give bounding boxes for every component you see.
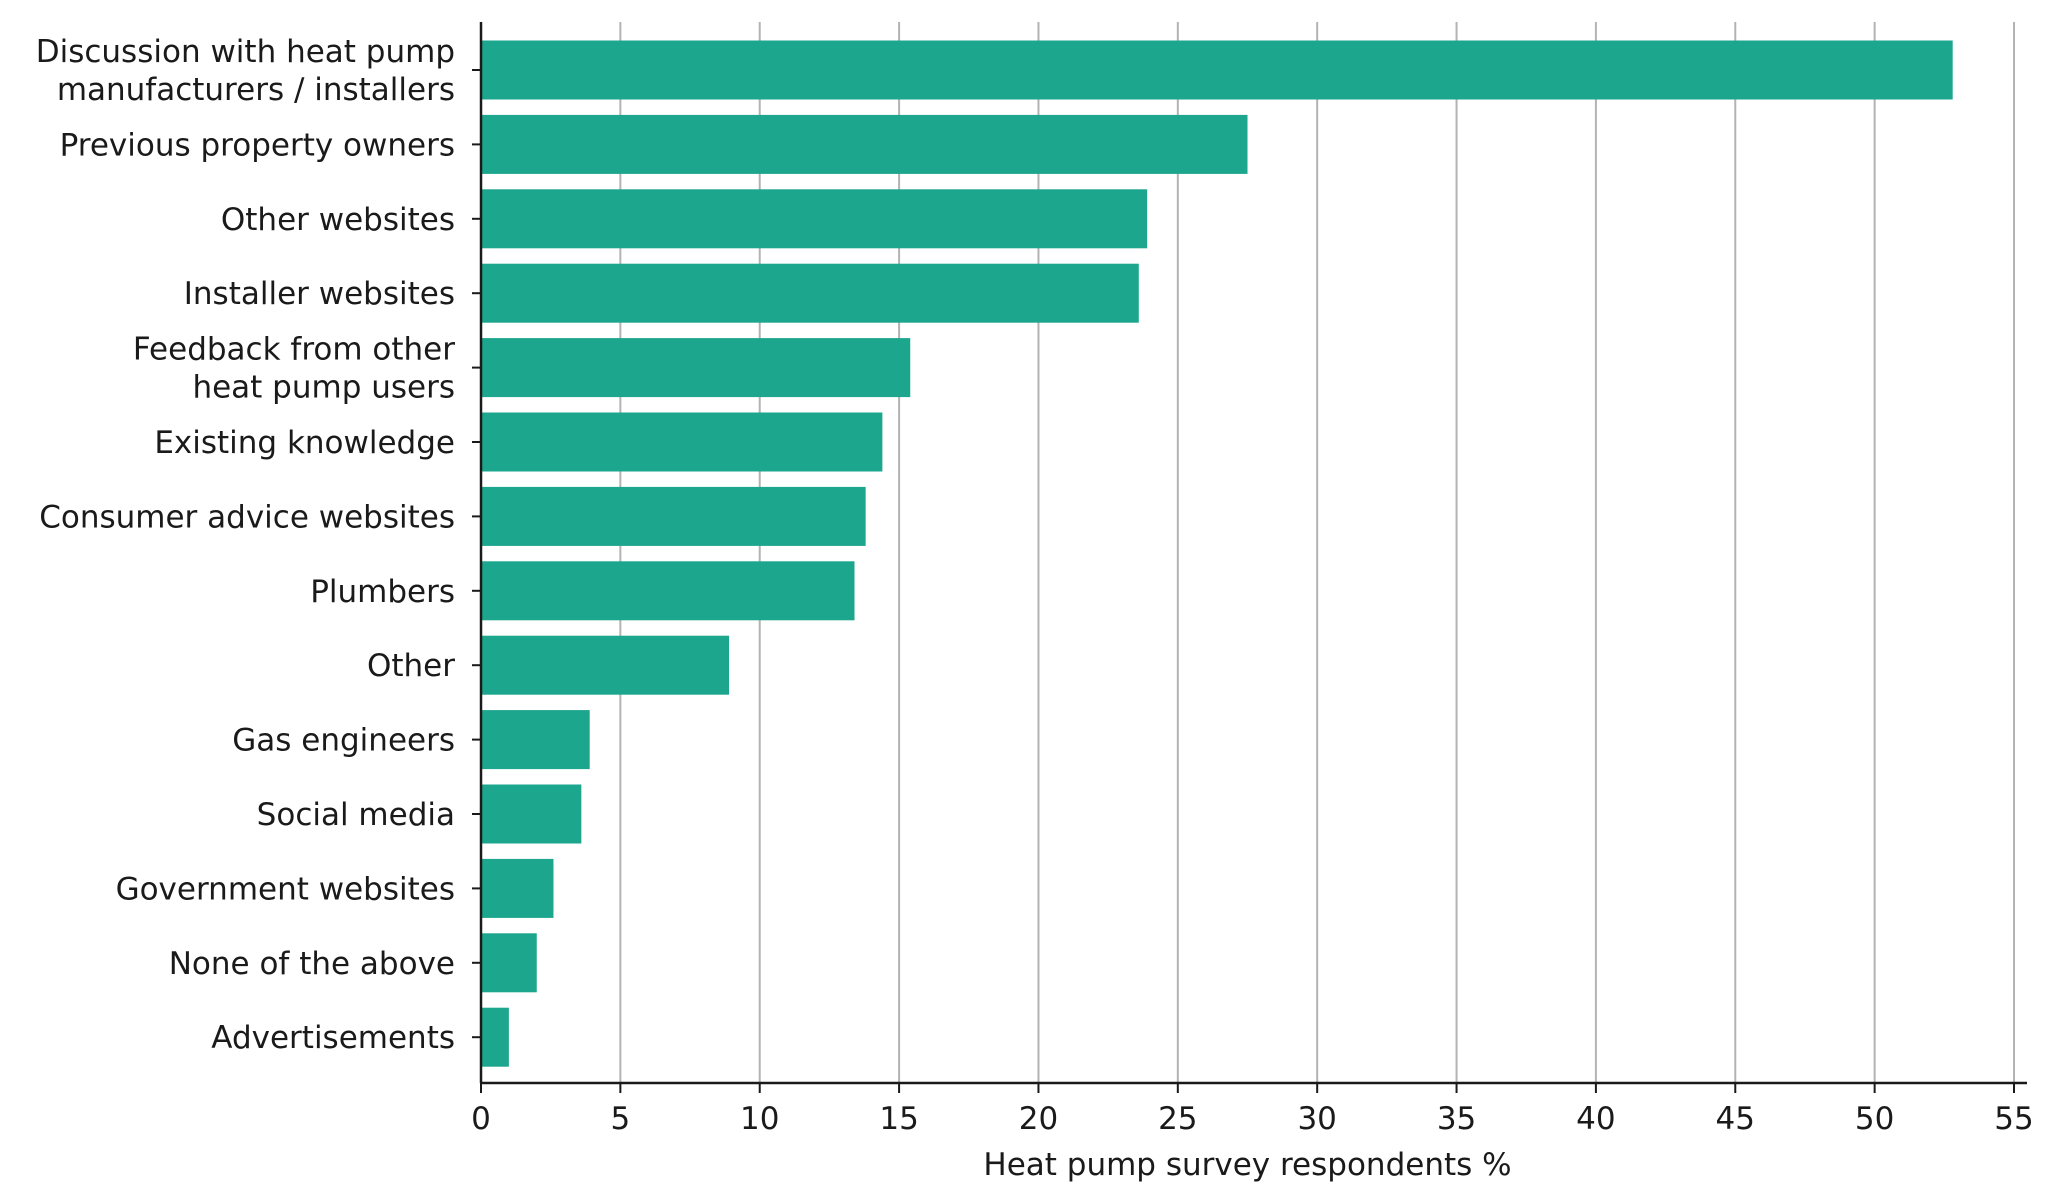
x-tick-label: 25	[1158, 1101, 1197, 1137]
bar	[481, 40, 1953, 100]
x-tick-label: 35	[1437, 1101, 1476, 1137]
category-label-line: Installer websites	[184, 276, 455, 312]
category-label-line: Feedback from other	[133, 332, 455, 368]
x-tick-labels: 0 5 10 15 20 25 30 35 40 45 50 55	[471, 1101, 2034, 1137]
category-label-line: Government websites	[116, 871, 455, 907]
category-label-line: Discussion with heat pump	[36, 34, 455, 70]
x-tick-label: 30	[1297, 1101, 1336, 1137]
category-label: Feedback from other heat pump users	[133, 332, 455, 406]
bar	[481, 635, 730, 695]
category-label: Previous property owners	[60, 127, 455, 163]
bar	[481, 710, 590, 770]
axes	[472, 22, 2027, 1093]
category-label-line: Gas engineers	[232, 723, 455, 759]
category-label: Existing knowledge	[154, 425, 455, 461]
category-label: Social media	[257, 797, 455, 833]
bar	[481, 1007, 509, 1067]
category-label: Consumer advice websites	[39, 499, 455, 535]
bar	[481, 263, 1139, 323]
category-labels: Discussion with heat pump manufacturers /…	[36, 34, 456, 1056]
bar	[481, 114, 1248, 174]
bar	[481, 933, 537, 993]
x-tick-label: 20	[1019, 1101, 1058, 1137]
category-label: Plumbers	[310, 574, 455, 610]
category-label: Discussion with heat pump manufacturers /…	[36, 34, 455, 108]
x-tick-label: 50	[1855, 1101, 1894, 1137]
bar	[481, 858, 554, 918]
category-label-line: Plumbers	[310, 574, 455, 610]
x-tick-label: 55	[1994, 1101, 2033, 1137]
category-label: Other websites	[221, 202, 455, 238]
category-label-line: Other	[367, 648, 455, 684]
bar	[481, 784, 582, 844]
x-tick-label: 10	[740, 1101, 779, 1137]
bar	[481, 412, 883, 472]
x-tick-label: 40	[1576, 1101, 1615, 1137]
category-label-line: Advertisements	[211, 1020, 455, 1056]
category-label: Advertisements	[211, 1020, 455, 1056]
category-label: Other	[367, 648, 455, 684]
category-label-line: Social media	[257, 797, 455, 833]
category-label-line: None of the above	[169, 946, 455, 982]
bar	[481, 189, 1148, 249]
category-label: Gas engineers	[232, 723, 455, 759]
category-label: Installer websites	[184, 276, 455, 312]
x-tick-label: 15	[879, 1101, 918, 1137]
x-axis-title: Heat pump survey respondents %	[983, 1147, 1511, 1183]
x-tick-label: 5	[610, 1101, 630, 1137]
category-label-line: Existing knowledge	[154, 425, 455, 461]
bar	[481, 561, 855, 621]
category-label-line: heat pump users	[192, 370, 455, 406]
bar	[481, 338, 911, 398]
category-label-line: Other websites	[221, 202, 455, 238]
grid-lines	[619, 22, 2015, 1083]
category-label: None of the above	[169, 946, 455, 982]
x-tick-label: 45	[1716, 1101, 1755, 1137]
x-tick-label: 0	[471, 1101, 491, 1137]
bars	[481, 40, 1953, 1067]
bar	[481, 486, 866, 546]
category-label-line: Previous property owners	[60, 127, 455, 163]
category-label-line: Consumer advice websites	[39, 499, 455, 535]
category-label: Government websites	[116, 871, 455, 907]
category-label-line: manufacturers / installers	[57, 72, 455, 108]
